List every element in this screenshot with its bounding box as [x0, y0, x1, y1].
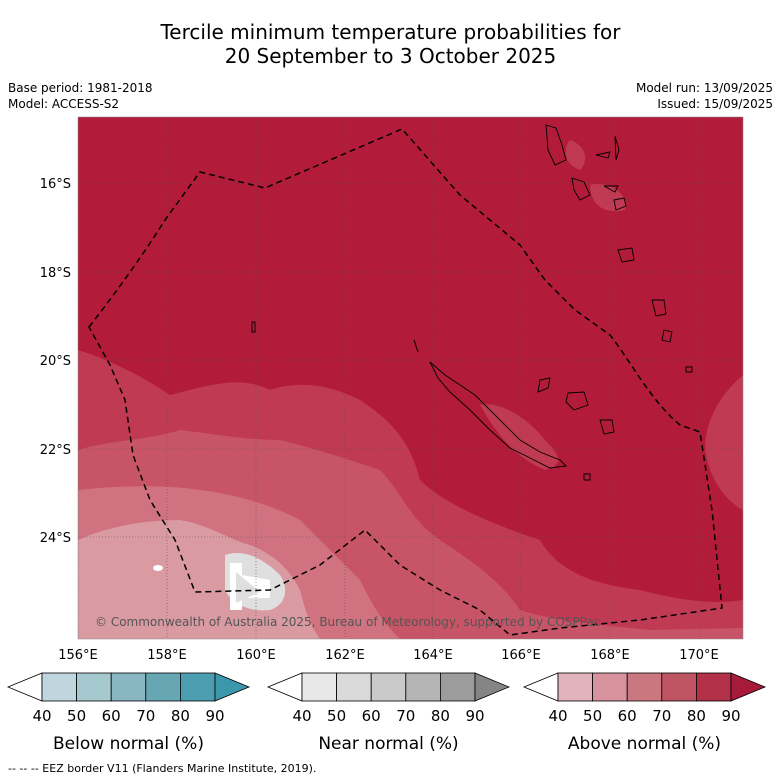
vanuatu-espiritu-santo [545, 124, 567, 166]
lat-label: 24°S [40, 531, 71, 546]
vanuatu-pentecost [614, 135, 620, 161]
legend-lower-triangle [266, 672, 303, 702]
legend-color-segment [626, 672, 663, 702]
model-run-date: Model run: 13/09/2025 [635, 81, 773, 95]
legend-lower-triangle [522, 672, 559, 702]
legend-tick-label: 40 [32, 707, 51, 725]
eez-border-note: -- -- -- EEZ border V11 (Flanders Marine… [8, 762, 317, 775]
legend-color-segment [41, 672, 77, 702]
vanuatu-tanna [661, 329, 673, 343]
legend-color-segment [301, 672, 337, 702]
legend-color-segment [336, 672, 372, 702]
vanuatu-aneityum [685, 366, 693, 373]
legend-tick-label: 50 [583, 707, 602, 725]
legend-upper-triangle [474, 672, 511, 702]
graticule [78, 117, 743, 639]
small-light-spot [153, 565, 163, 571]
near-normal-core-inner [236, 572, 260, 603]
model-name: Model: ACCESS-S2 [8, 97, 120, 111]
legend-color-segment [370, 672, 407, 702]
longitude-labels: 156°E 158°E 160°E 162°E 164°E 166°E 168°… [58, 648, 719, 663]
lon-label: 168°E [590, 648, 630, 663]
vanuatu-erromango [651, 299, 667, 317]
map-title-line-2: 20 September to 3 October 2025 [224, 44, 557, 68]
legend-color-segment [439, 672, 476, 702]
vanuatu-ambae [595, 151, 611, 159]
lon-label: 164°E [413, 648, 453, 663]
legend-color-segment [110, 672, 147, 702]
lon-label: 160°E [236, 648, 276, 663]
legend-tick-label: 70 [136, 707, 155, 725]
legend-color-segment [696, 672, 732, 702]
legend-tick-label: 40 [548, 707, 567, 725]
legend-color-segment [145, 672, 181, 702]
legend-color-segment [661, 672, 697, 702]
legend-tick-label: 70 [652, 707, 671, 725]
loyalty-island-ouvea [537, 377, 551, 393]
legend-tick-label: 50 [67, 707, 86, 725]
legend-tick-label: 80 [171, 707, 190, 725]
legend-tick-label: 90 [205, 707, 224, 725]
issued-date: Issued: 15/09/2025 [657, 97, 773, 111]
above-normal-70-80-north-area [565, 140, 626, 212]
legend-color-segment [557, 672, 593, 702]
legend-color-segment [405, 672, 441, 702]
map-area: © Commonwealth of Australia 2025, Bureau… [78, 117, 743, 639]
lat-label: 16°S [40, 177, 71, 192]
legend-tick-label: 80 [687, 707, 706, 725]
legend-color-segment [592, 672, 628, 702]
legend-title: Below normal (%) [53, 734, 204, 754]
lon-label: 158°E [147, 648, 187, 663]
legend-tick-label: 60 [102, 707, 121, 725]
legend-tick-label: 60 [362, 707, 381, 725]
legend-tick-label: 90 [465, 707, 484, 725]
base-period: Base period: 1981-2018 [8, 81, 153, 95]
vanuatu-efate [617, 247, 635, 263]
legend-tick-label: 60 [618, 707, 637, 725]
latitude-labels: 16°S 18°S 20°S 22°S 24°S [40, 177, 71, 546]
lon-label: 166°E [501, 648, 541, 663]
legend-tick-label: 80 [431, 707, 450, 725]
vanuatu-malekula [571, 177, 591, 201]
loyalty-island-lifou [565, 391, 589, 411]
isle-of-pines [583, 473, 591, 481]
legend-upper-triangle [214, 672, 251, 702]
legend-near-normal: 40 50 60 70 80 90 Near normal (%) [266, 672, 511, 754]
vanuatu-epi [613, 197, 627, 211]
lat-label: 22°S [40, 443, 71, 458]
belep-islet [413, 339, 419, 353]
new-caledonia-island [429, 361, 567, 469]
legend-color-segment [76, 672, 112, 702]
legend-lower-triangle [6, 672, 43, 702]
vanuatu-ambrym [603, 185, 619, 193]
lon-label: 156°E [58, 648, 98, 663]
small-islet-west [251, 321, 256, 333]
lon-label: 170°E [679, 648, 719, 663]
legend-title: Above normal (%) [568, 734, 721, 754]
map-title-line-1: Tercile minimum temperature probabilitie… [160, 20, 621, 44]
map-frame [77, 116, 744, 640]
legend-color-segment [179, 672, 216, 702]
lat-label: 20°S [40, 354, 71, 369]
legend-title: Near normal (%) [318, 734, 458, 754]
legend-tick-label: 90 [721, 707, 740, 725]
legend-tick-label: 70 [396, 707, 415, 725]
legend-upper-triangle [730, 672, 767, 702]
copyright-notice: © Commonwealth of Australia 2025, Bureau… [95, 615, 600, 629]
eez-border [88, 128, 723, 636]
lon-label: 162°E [325, 648, 365, 663]
lat-label: 18°S [40, 266, 71, 281]
above-normal-70-80-island-area [480, 404, 559, 470]
legend-tick-label: 40 [292, 707, 311, 725]
legend-tick-label: 50 [327, 707, 346, 725]
above-normal-70-80-right-area [705, 375, 743, 510]
loyalty-island-mare [599, 419, 615, 435]
